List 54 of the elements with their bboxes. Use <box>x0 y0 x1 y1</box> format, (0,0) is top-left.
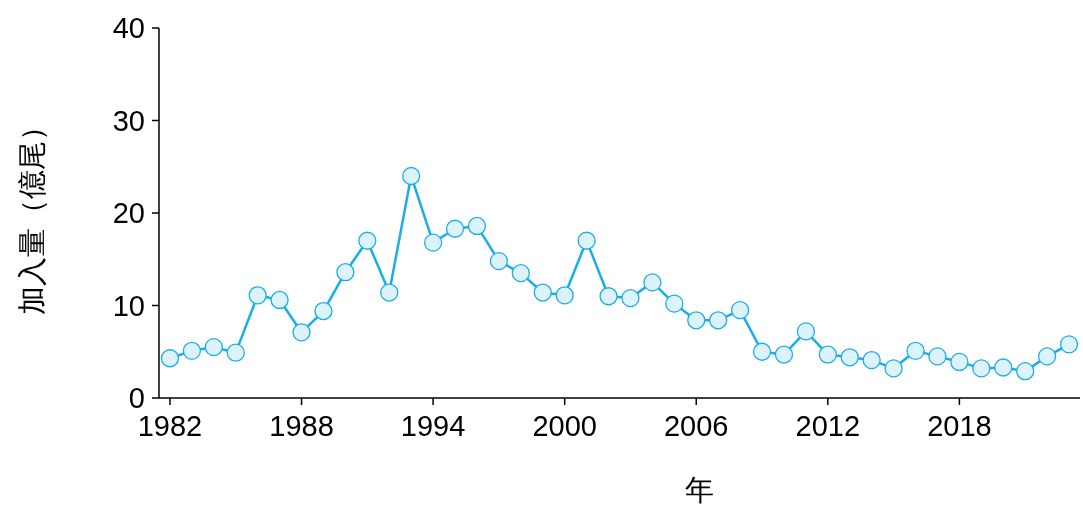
point <box>467 216 487 236</box>
x-tick-label: 2018 <box>927 410 992 442</box>
point <box>204 337 223 357</box>
point <box>358 231 377 250</box>
point <box>994 358 1013 377</box>
point <box>292 323 311 342</box>
point <box>533 283 552 302</box>
point <box>402 166 421 186</box>
point <box>840 348 859 367</box>
y-tick-label: 40 <box>112 12 145 44</box>
y-tick-label: 10 <box>112 289 145 322</box>
point <box>950 352 969 372</box>
point <box>709 311 728 330</box>
point <box>818 345 837 364</box>
point <box>314 301 333 321</box>
point <box>555 286 574 305</box>
point <box>862 350 881 370</box>
point <box>445 219 465 238</box>
point <box>489 251 509 271</box>
y-tick-label: 20 <box>112 197 145 229</box>
point <box>774 345 794 364</box>
x-tick-label: 1994 <box>400 410 466 442</box>
x-tick-label: 2006 <box>663 410 729 442</box>
point <box>1059 335 1079 354</box>
point <box>884 359 903 378</box>
point <box>621 288 640 308</box>
point <box>380 283 399 302</box>
point <box>687 311 706 330</box>
x-tick-label: 2012 <box>795 410 861 442</box>
point <box>665 294 684 313</box>
point <box>182 341 202 360</box>
point <box>270 290 289 310</box>
x-tick-label: 1988 <box>269 410 334 442</box>
point <box>577 231 596 250</box>
y-axis-title: 加入量（億尾） <box>16 111 48 315</box>
point <box>1016 362 1035 381</box>
point <box>248 286 267 305</box>
point <box>160 349 180 368</box>
point <box>511 263 530 283</box>
point <box>906 341 925 360</box>
point <box>423 233 443 252</box>
point <box>796 322 816 341</box>
point <box>226 343 245 362</box>
point <box>1037 347 1057 366</box>
point <box>643 273 662 292</box>
x-axis-title: 年 <box>685 474 714 506</box>
point <box>752 342 772 361</box>
point <box>972 359 991 378</box>
point <box>599 287 618 306</box>
point <box>336 263 355 282</box>
point <box>928 347 947 366</box>
y-tick-label: 30 <box>112 104 145 137</box>
point <box>730 300 750 320</box>
x-tick-label: 2000 <box>532 410 597 442</box>
